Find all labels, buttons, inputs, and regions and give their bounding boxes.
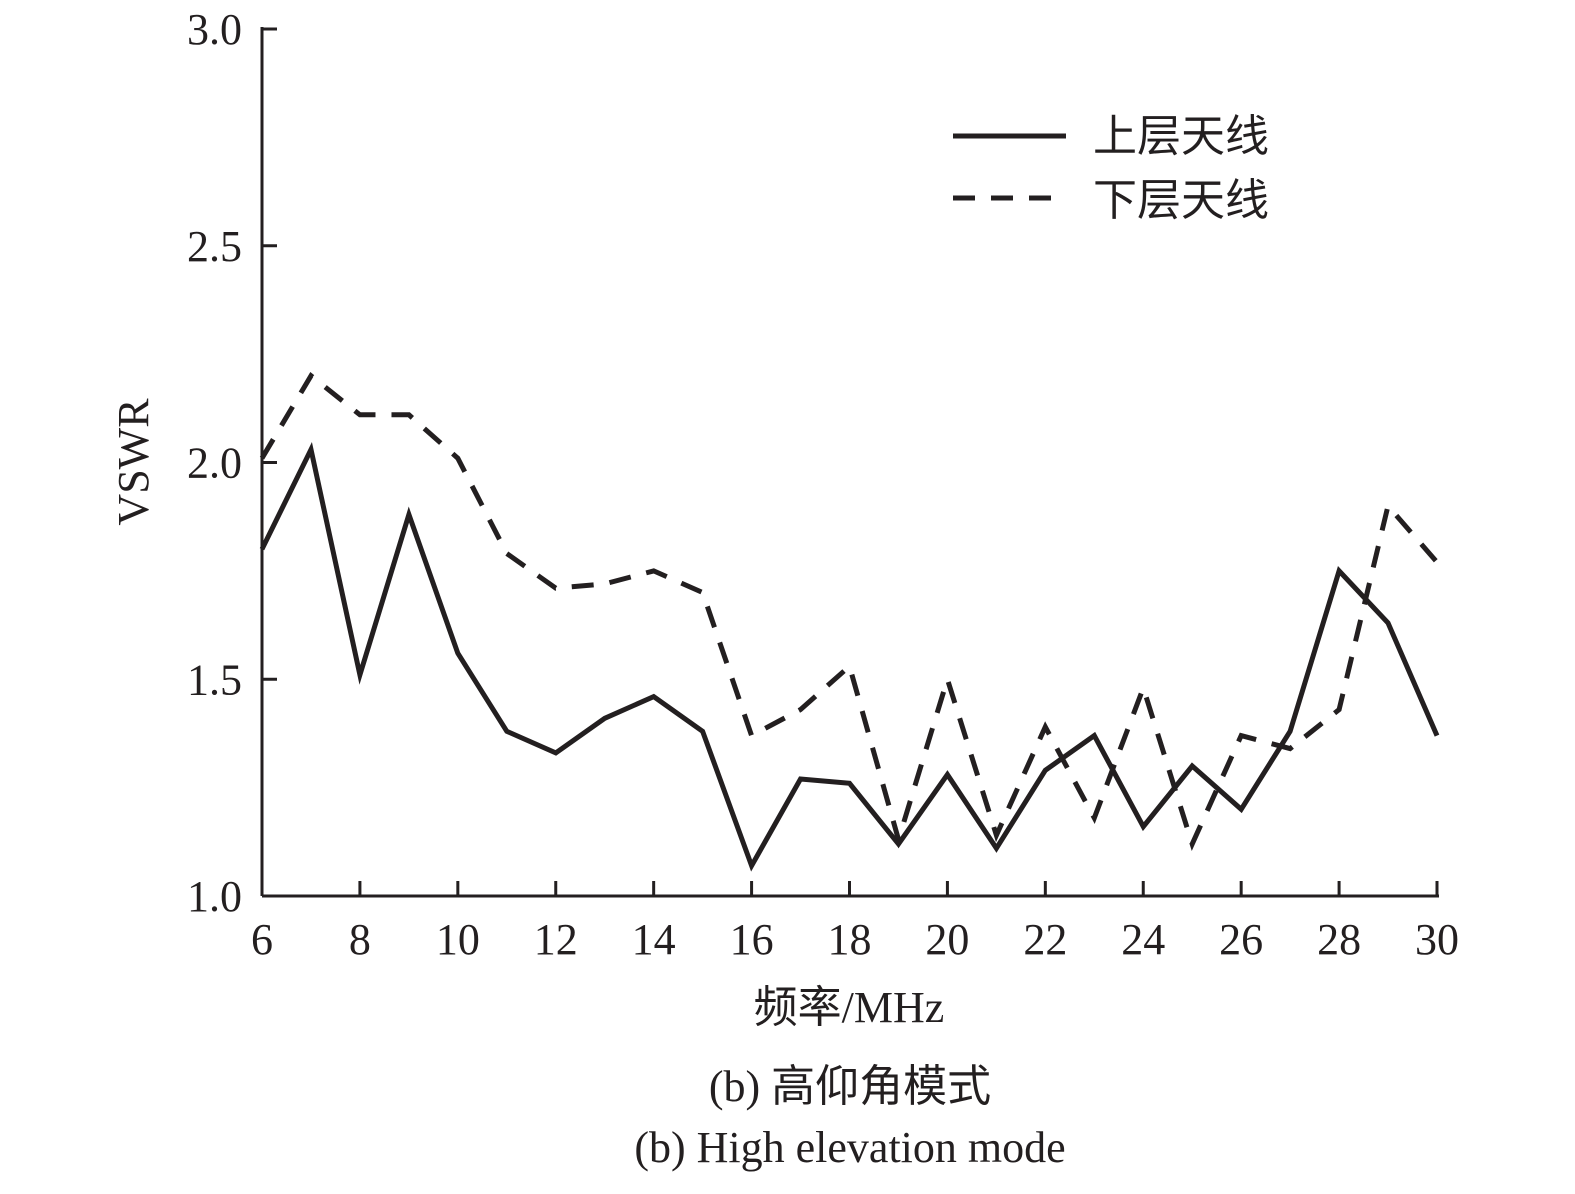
y-tick-label: 2.0 [187,439,242,488]
y-tick-label: 1.0 [187,872,242,921]
series-upper-antenna [259,441,1440,872]
x-tick-label: 24 [1121,915,1165,964]
legend: 上层天线 下层天线 [953,111,1269,226]
axes: 1.0 1.5 2.0 2.5 3.0 6 8 10 12 14 16 18 20 22 24 26 28 30 [187,5,1459,964]
x-tick-label: 14 [632,915,676,964]
x-tick-label: 16 [730,915,774,964]
x-tick-label: 26 [1219,915,1263,964]
y-tick-label: 2.5 [187,222,242,271]
caption-chinese: (b) 高仰角模式 [708,1062,992,1111]
x-tick-label: 6 [251,915,273,964]
y-tick-label: 1.5 [187,655,242,704]
x-tick-label: 30 [1415,915,1459,964]
legend-label-upper-antenna: 上层天线 [1093,111,1269,162]
y-tick-label: 3.0 [187,5,242,54]
legend-label-lower-antenna: 下层天线 [1093,175,1269,226]
x-tick-label: 10 [436,915,480,964]
y-axis-title: VSWR [109,398,158,526]
x-tick-label: 22 [1023,915,1067,964]
series-lower-antenna [259,372,1439,852]
x-axis-title: 频率/MHz [754,983,945,1032]
x-tick-label: 20 [925,915,969,964]
x-tick-label: 28 [1317,915,1361,964]
caption-english: (b) High elevation mode [634,1123,1066,1172]
plot-series [259,372,1440,872]
x-tick-label: 18 [828,915,872,964]
x-tick-label: 12 [534,915,578,964]
x-tick-label: 8 [349,915,371,964]
